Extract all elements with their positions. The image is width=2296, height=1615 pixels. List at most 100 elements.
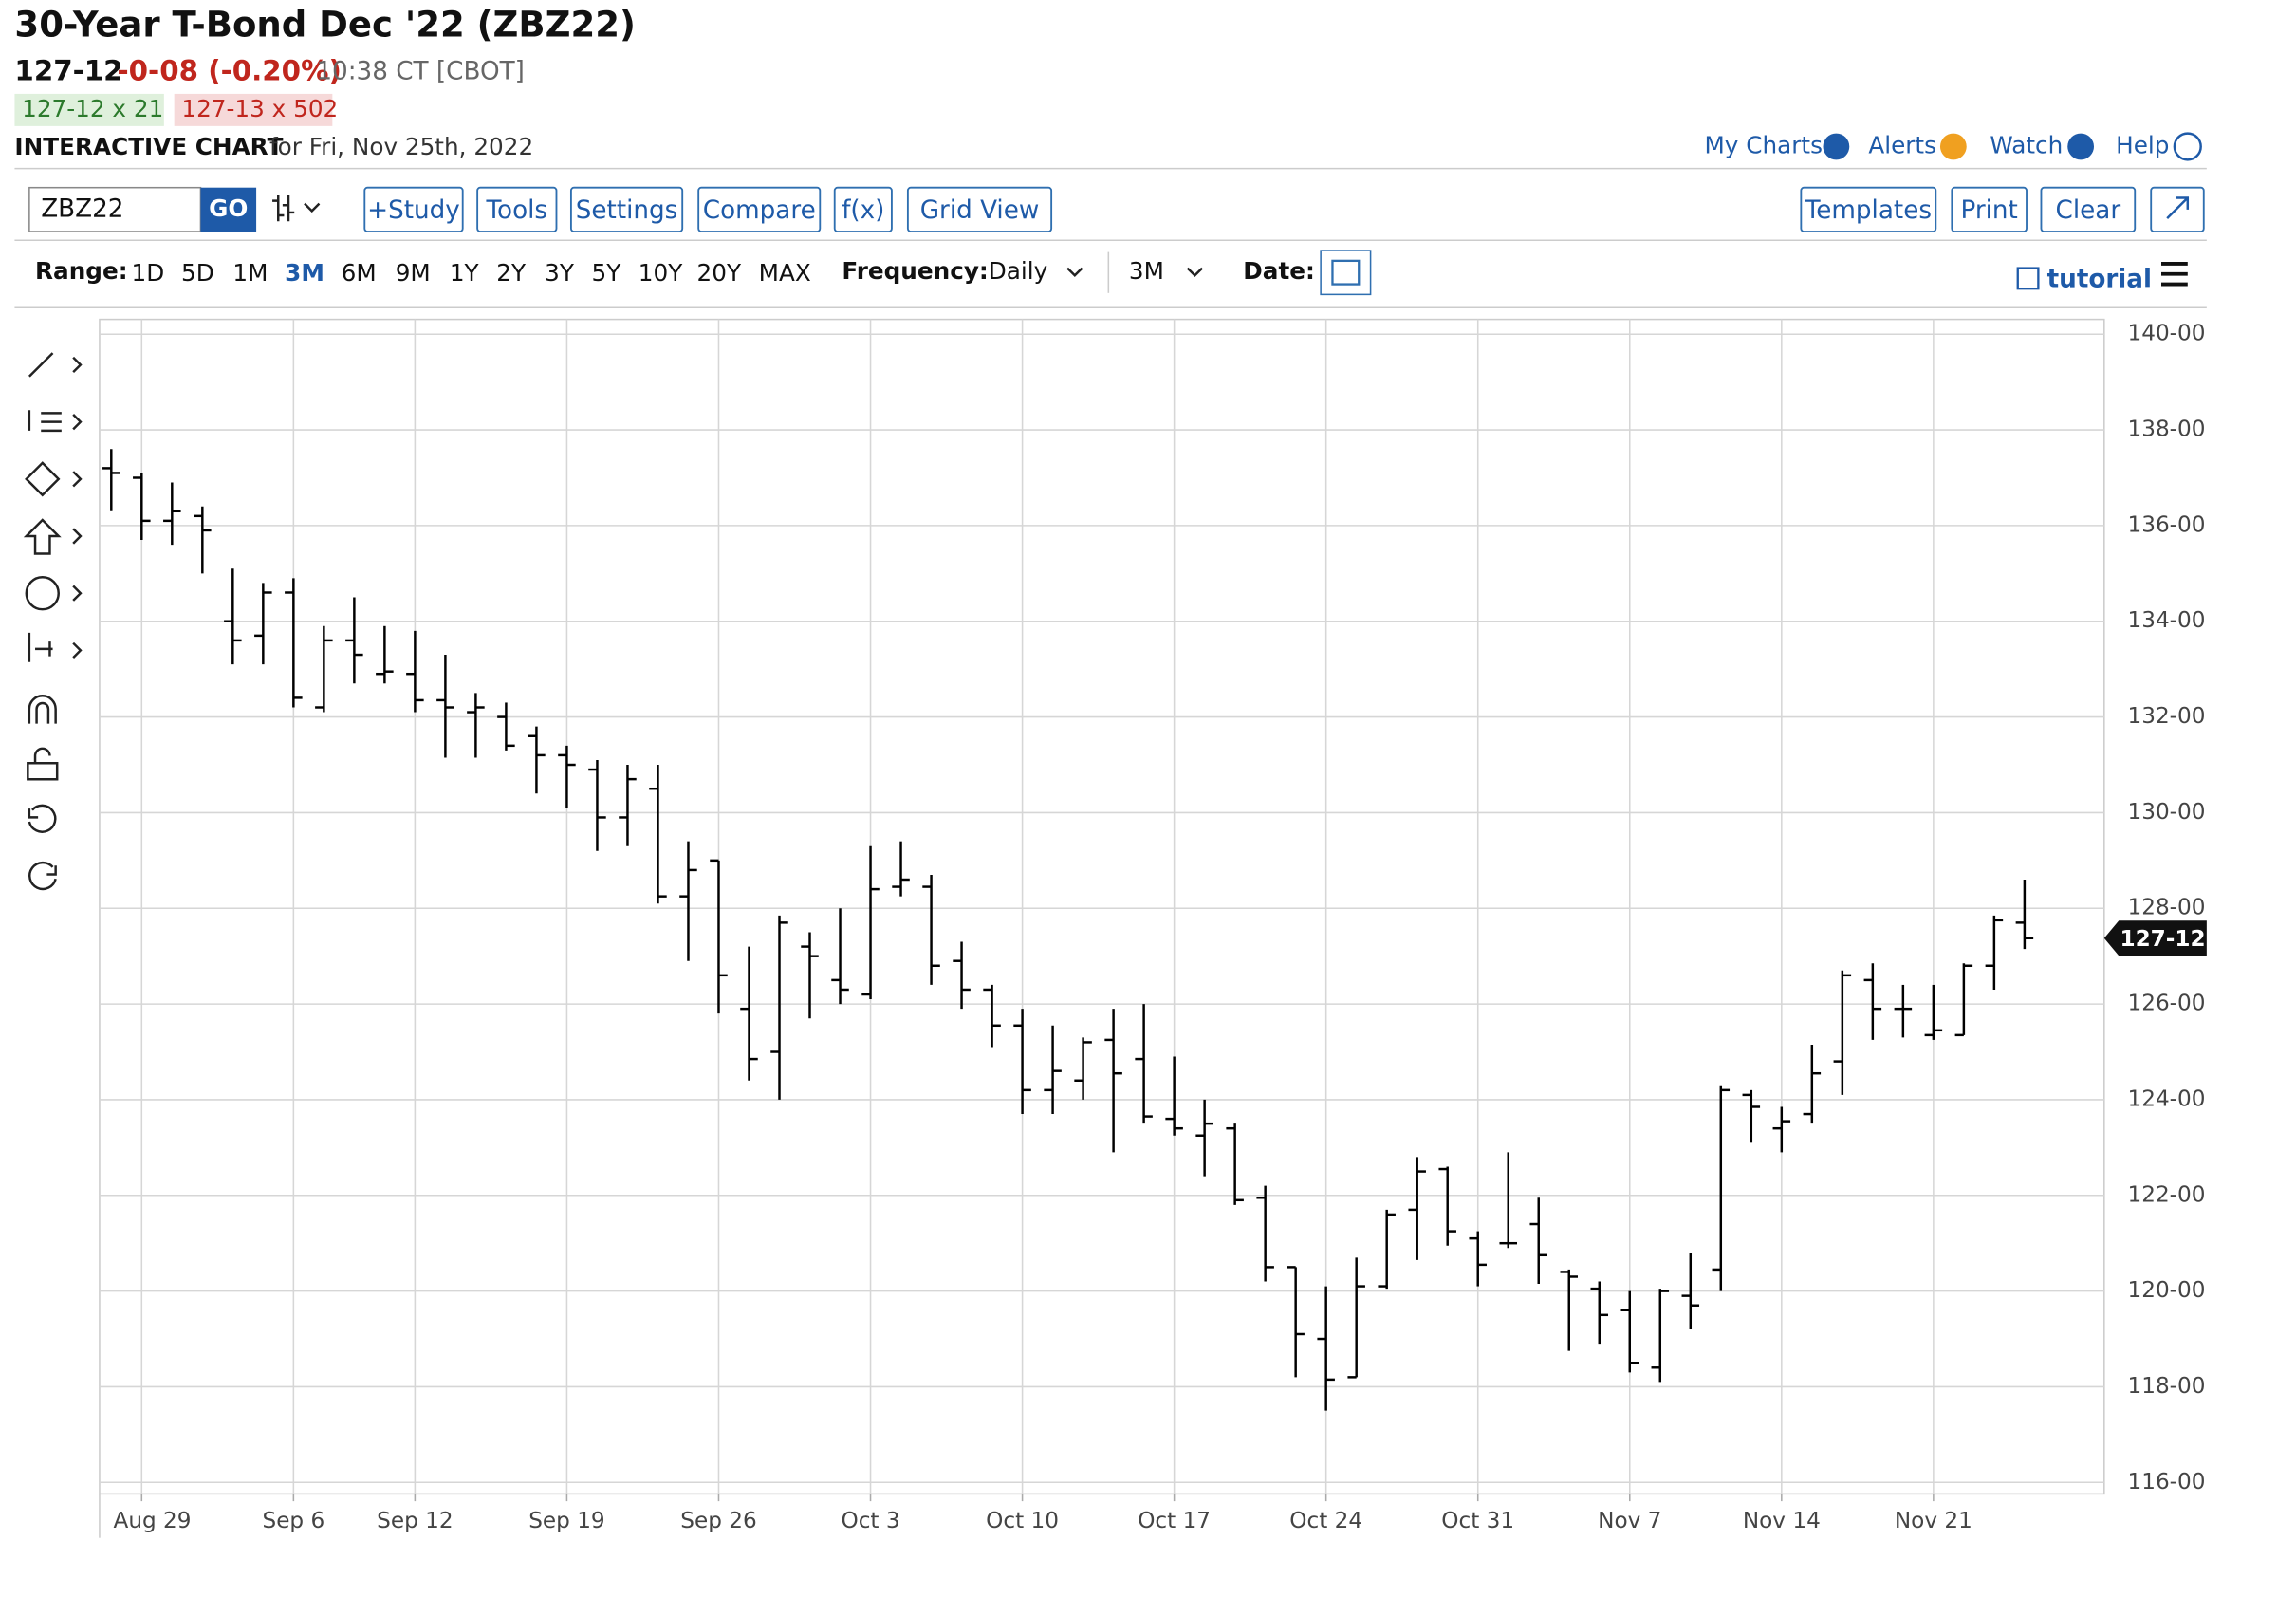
toolbar-button[interactable] [697,186,822,232]
x-tick-label: Sep 6 [263,1509,325,1533]
range-option[interactable]: 2Y [496,259,527,287]
date-button[interactable] [1320,250,1372,296]
range-option[interactable]: 1Y [450,259,480,287]
range-option[interactable]: 1M [232,259,268,287]
undo[interactable] [28,804,57,833]
y-tick-label: 140-00 [2128,322,2206,346]
y-tick-label: 116-00 [2128,1470,2206,1494]
top-link[interactable]: Alerts [1868,131,1936,158]
frequency[interactable]: Daily [989,257,1047,285]
tutorial-icon [2016,267,2040,290]
toolbar-button-label: Tools [486,196,548,225]
bid: 127-12 x 21 [22,95,163,122]
toolbar-button-label: Grid View [920,196,1040,225]
chart-label: INTERACTIVE CHART [14,133,283,160]
range-option[interactable]: 9M [396,259,431,287]
x-tick-label: Aug 29 [114,1509,192,1533]
toolbar-button[interactable] [906,186,1053,232]
top-link-icon [1939,133,1967,160]
toolbar-button[interactable] [1800,186,1937,232]
toolbar-button[interactable] [476,186,558,232]
top-link[interactable]: Watch [1990,131,2063,158]
arrow-tool[interactable] [23,518,83,555]
x-tick-label: Oct 3 [841,1509,899,1533]
tutorial[interactable]: tutorial [2047,265,2152,293]
measure-tool[interactable] [28,585,83,662]
x-tick-label: Oct 24 [1289,1509,1362,1533]
magnet-tool[interactable] [28,695,57,724]
go-button[interactable] [200,187,257,232]
range-option[interactable]: 1D [132,259,165,287]
y-tick-label: 134-00 [2128,608,2206,633]
last-price-marker [2103,920,2207,956]
top-link-icon [2067,133,2095,160]
dropdown-icon [1186,267,1203,278]
y-tick-label: 124-00 [2128,1086,2206,1111]
title: 30-Year T-Bond Dec '22 (ZBZ22) [14,4,636,45]
y-tick-label: 130-00 [2128,800,2206,825]
range-option[interactable]: 6M [342,259,377,287]
y-tick-label: 120-00 [2128,1278,2206,1303]
last-price: 127-12 [14,54,122,86]
toolbar-button-label: Settings [576,196,678,225]
toolbar-button[interactable] [569,186,684,232]
y-tick-label: 122-00 [2128,1182,2206,1207]
x-tick-label: Oct 31 [1441,1509,1514,1533]
ask-box [174,93,333,126]
x-tick-label: Oct 17 [1138,1509,1211,1533]
redo[interactable] [28,861,57,891]
range-option[interactable]: 3M [285,259,324,287]
x-tick-label: Oct 10 [986,1509,1059,1533]
range-option[interactable]: 10Y [639,259,683,287]
y-tick-label: 118-00 [2128,1374,2206,1399]
symbol: ZBZ22 [41,195,123,223]
range-option[interactable]: MAX [759,259,811,287]
y-tick-label: 126-00 [2128,992,2206,1016]
bid-box [14,93,164,126]
toolbar-button-label: Templates [1805,196,1932,225]
calendar-icon [1331,259,1361,286]
top-link[interactable]: My Charts [1704,131,1822,158]
date-label: Date: [1243,257,1315,285]
dropdown-icon [1066,267,1083,278]
chart-date: for Fri, Nov 25th, 2022 [269,133,533,160]
toolbar-button-label: Compare [703,196,816,225]
go-label: GO [209,195,248,222]
chart-type-icon[interactable] [272,195,321,222]
x-tick-label: Sep 19 [528,1509,604,1533]
x-tick-label: Nov 21 [1895,1509,1972,1533]
expand-icon [2166,196,2190,219]
x-tick-label: Nov 7 [1598,1509,1661,1533]
range-option[interactable]: 5D [181,259,214,287]
range-option[interactable]: 5Y [592,259,622,287]
top-link[interactable]: Help [2116,131,2169,158]
symbol-input[interactable] [28,186,202,232]
text-tool[interactable] [25,575,60,611]
range-option[interactable]: 20Y [697,259,742,287]
menu-icon[interactable] [2161,262,2188,287]
period[interactable]: 3M [1129,257,1164,285]
y-tick-label: 132-00 [2128,704,2206,729]
toolbar-button[interactable] [2040,186,2137,232]
quote-time: 10:38 CT [CBOT] [316,57,525,85]
drawing-tools [23,352,83,891]
toolbar-button-label: Clear [2056,196,2121,225]
range-label: Range: [35,257,128,285]
plot-area [99,318,2105,1495]
toolbar-button-label: f(x) [842,196,884,225]
x-tick-label: Sep 26 [680,1509,756,1533]
fib-tool[interactable] [28,410,83,433]
y-tick-label: 128-00 [2128,896,2206,920]
toolbar-button[interactable] [833,186,893,232]
shape-tool[interactable] [25,461,83,497]
frequency-label: Frequency: [842,257,988,285]
lock-tool[interactable] [27,747,59,781]
ask: 127-13 x 502 [181,95,338,122]
range-option[interactable]: 3Y [545,259,575,287]
toolbar-button[interactable] [1951,186,2028,232]
last-price-label: 127-12 [2120,927,2205,952]
line-tool[interactable] [28,352,83,378]
toolbar-button[interactable] [363,186,464,232]
